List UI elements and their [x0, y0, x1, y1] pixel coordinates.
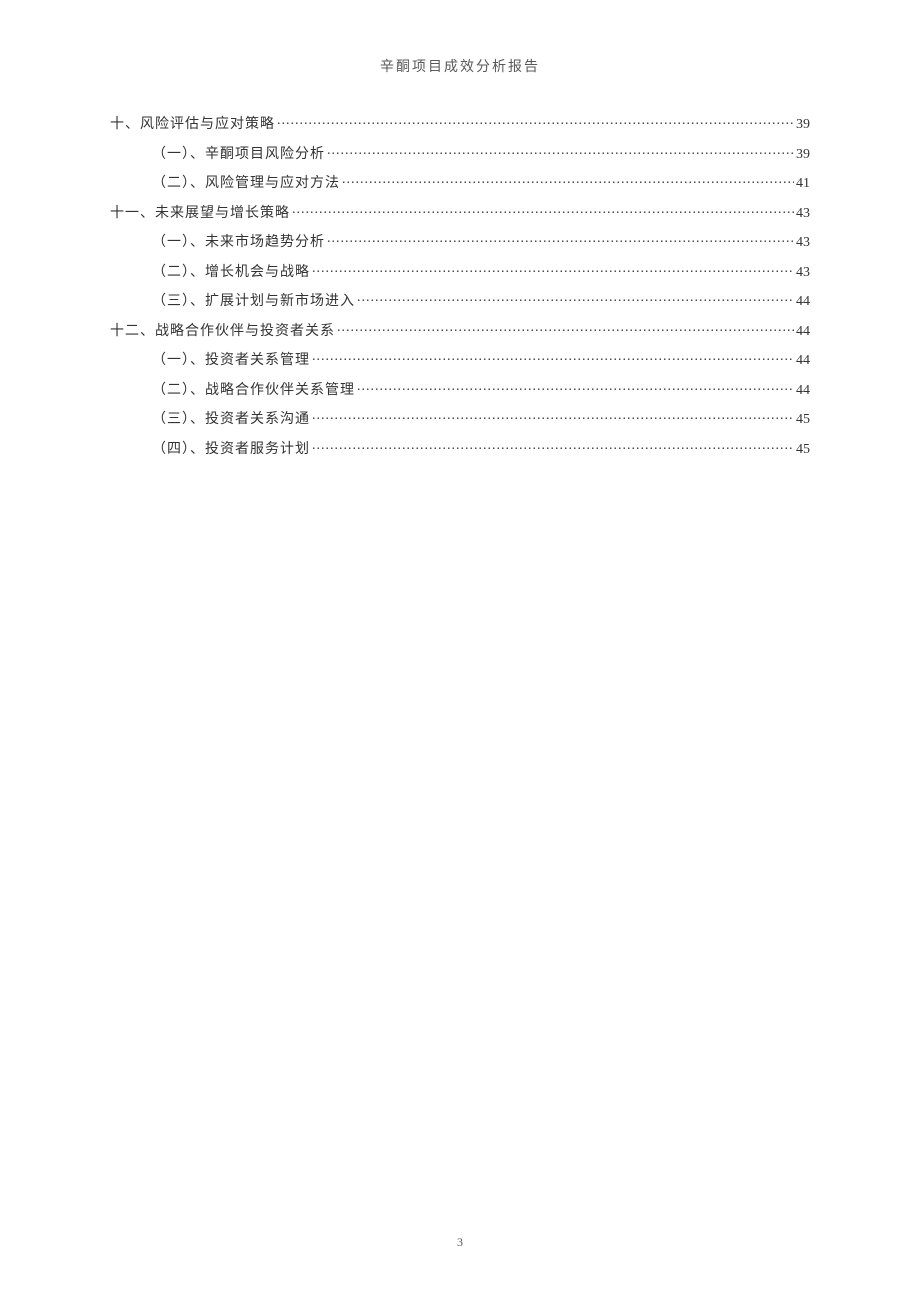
toc-entry: （一）、未来市场趋势分析 43: [110, 232, 810, 250]
toc-label: 十一、未来展望与增长策略: [110, 207, 290, 221]
toc-page-number: 44: [796, 295, 810, 309]
toc-leader-dots: [292, 203, 794, 217]
toc-label: 十二、战略合作伙伴与投资者关系: [110, 325, 335, 339]
toc-label: （二）、战略合作伙伴关系管理: [152, 384, 355, 398]
toc-page-number: 45: [796, 413, 810, 427]
toc-leader-dots: [277, 114, 794, 128]
toc-page-number: 39: [796, 118, 810, 132]
toc-entry: （二）、风险管理与应对方法 41: [110, 173, 810, 191]
toc-entry: （三）、投资者关系沟通 45: [110, 409, 810, 427]
toc-leader-dots: [337, 321, 794, 335]
toc-label: （二）、风险管理与应对方法: [152, 177, 340, 191]
toc-entry: （三）、扩展计划与新市场进入 44: [110, 291, 810, 309]
toc-entry: （一）、辛酮项目风险分析 39: [110, 144, 810, 162]
toc-leader-dots: [342, 173, 794, 187]
toc-entry: （二）、增长机会与战略 43: [110, 262, 810, 280]
toc-leader-dots: [327, 232, 794, 246]
toc-page-number: 44: [796, 325, 810, 339]
toc-page-number: 43: [796, 266, 810, 280]
document-page: 辛酮项目成效分析报告 十、风险评估与应对策略 39 （一）、辛酮项目风险分析 3…: [0, 0, 920, 1302]
toc-page-number: 45: [796, 443, 810, 457]
toc-leader-dots: [327, 144, 794, 158]
toc-entry: 十二、战略合作伙伴与投资者关系 44: [110, 321, 810, 339]
toc-page-number: 44: [796, 354, 810, 368]
page-header-title: 辛酮项目成效分析报告: [110, 56, 810, 76]
toc-entry: （一）、投资者关系管理 44: [110, 350, 810, 368]
toc-label: 十、风险评估与应对策略: [110, 118, 275, 132]
table-of-contents: 十、风险评估与应对策略 39 （一）、辛酮项目风险分析 39 （二）、风险管理与…: [110, 114, 810, 457]
toc-leader-dots: [357, 291, 794, 305]
toc-leader-dots: [312, 350, 794, 364]
toc-label: （一）、未来市场趋势分析: [152, 236, 325, 250]
toc-leader-dots: [312, 409, 794, 423]
toc-page-number: 43: [796, 207, 810, 221]
toc-label: （一）、辛酮项目风险分析: [152, 148, 325, 162]
toc-label: （一）、投资者关系管理: [152, 354, 310, 368]
toc-page-number: 41: [796, 177, 810, 191]
toc-page-number: 43: [796, 236, 810, 250]
toc-leader-dots: [312, 439, 794, 453]
toc-leader-dots: [357, 380, 794, 394]
toc-label: （三）、投资者关系沟通: [152, 413, 310, 427]
toc-page-number: 39: [796, 148, 810, 162]
toc-entry: （四）、投资者服务计划 45: [110, 439, 810, 457]
toc-page-number: 44: [796, 384, 810, 398]
toc-entry: （二）、战略合作伙伴关系管理 44: [110, 380, 810, 398]
page-footer-number: 3: [0, 1235, 920, 1250]
toc-label: （三）、扩展计划与新市场进入: [152, 295, 355, 309]
toc-entry: 十、风险评估与应对策略 39: [110, 114, 810, 132]
toc-entry: 十一、未来展望与增长策略 43: [110, 203, 810, 221]
toc-leader-dots: [312, 262, 794, 276]
toc-label: （四）、投资者服务计划: [152, 443, 310, 457]
toc-label: （二）、增长机会与战略: [152, 266, 310, 280]
